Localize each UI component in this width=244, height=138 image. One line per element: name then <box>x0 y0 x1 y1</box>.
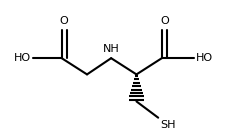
Text: HO: HO <box>196 53 214 63</box>
Text: O: O <box>60 16 69 26</box>
Text: NH: NH <box>103 44 120 54</box>
Text: SH: SH <box>160 120 176 130</box>
Text: HO: HO <box>14 53 31 63</box>
Text: O: O <box>160 16 169 26</box>
